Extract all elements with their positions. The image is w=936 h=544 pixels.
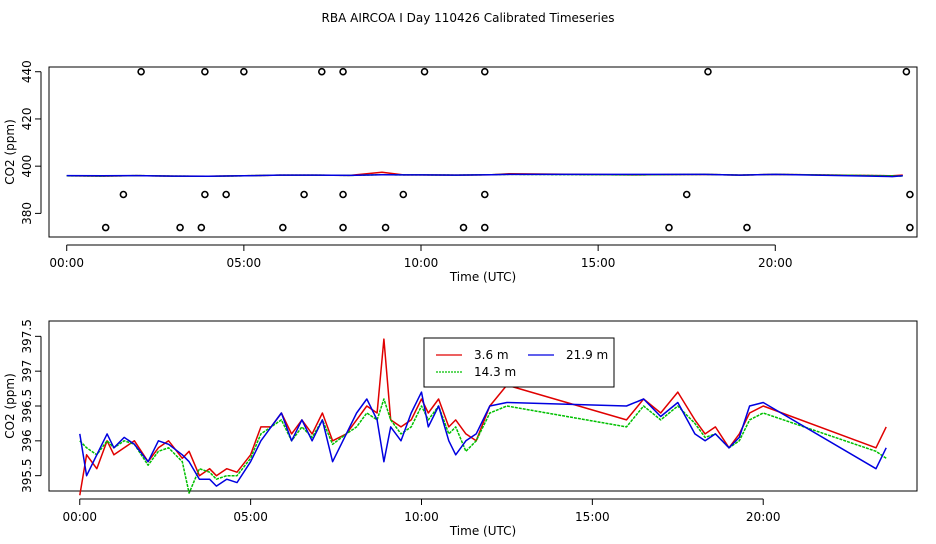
series-line-3-6-m — [79, 338, 887, 496]
flag-marker — [317, 67, 326, 76]
flag-marker — [459, 223, 468, 232]
flag-marker — [176, 223, 184, 232]
flag-marker — [339, 190, 347, 199]
flag-marker — [119, 190, 128, 199]
flag-marker — [399, 190, 408, 199]
y-tick-label: 420 — [20, 107, 34, 130]
x-tick-label: 00:00 — [62, 510, 97, 524]
legend-label-14-3m: 14.3 m — [474, 365, 516, 379]
x-tick-label: 05:00 — [233, 510, 268, 524]
panel-bottom-xlabel: Time (UTC) — [449, 524, 516, 538]
flag-marker — [101, 223, 110, 232]
x-tick-label: 15:00 — [581, 256, 616, 270]
flag-marker — [480, 223, 489, 232]
flag-marker — [665, 223, 673, 232]
x-tick-label: 15:00 — [575, 510, 610, 524]
flag-marker — [339, 67, 347, 76]
x-tick-label: 00:00 — [49, 256, 84, 270]
flag-marker — [201, 190, 209, 199]
y-tick-label: 396.5 — [20, 389, 34, 423]
flag-marker — [420, 67, 429, 76]
y-tick-label: 400 — [20, 155, 34, 178]
panel-bottom-series — [79, 338, 887, 496]
flag-marker — [197, 223, 206, 232]
flag-marker — [906, 223, 914, 232]
series-line-21-9-m — [79, 391, 887, 487]
panel-bottom-y-axis: 395.5 396 396.5 397 397.5 — [20, 319, 42, 493]
panel-top-ylabel: CO2 (ppm) — [3, 119, 17, 185]
y-tick-label: 380 — [20, 202, 34, 225]
legend: 3.6 m 14.3 m 21.9 m — [423, 337, 615, 388]
x-tick-label: 10:00 — [404, 510, 439, 524]
series-line-21-9-m — [66, 173, 903, 178]
flag-marker — [339, 223, 347, 232]
panel-top-flag-markers — [101, 67, 914, 232]
flag-marker — [480, 190, 489, 199]
figure-title: RBA AIRCOA I Day 110426 Calibrated Times… — [322, 11, 615, 25]
legend-label-21-9m: 21.9 m — [566, 348, 608, 362]
x-tick-label: 20:00 — [746, 510, 781, 524]
y-tick-label: 440 — [20, 60, 34, 83]
flag-marker — [279, 223, 287, 232]
y-tick-label: 395.5 — [20, 458, 34, 492]
panel-bottom-x-axis: 00:00 05:00 10:00 15:00 20:00 — [62, 498, 781, 524]
flag-marker — [201, 67, 209, 76]
legend-label-3-6m: 3.6 m — [474, 348, 509, 362]
panel-top: 00:00 05:00 10:00 15:00 20:00 380 400 420 440 T… — [3, 60, 918, 284]
flag-marker — [222, 190, 230, 199]
y-tick-label: 397 — [20, 360, 34, 383]
panel-top-xlabel: Time (UTC) — [449, 270, 516, 284]
y-tick-label: 397.5 — [20, 319, 34, 353]
panel-top-frame — [48, 66, 918, 238]
panel-bottom-frame — [48, 320, 918, 492]
x-tick-label: 20:00 — [758, 256, 793, 270]
panel-top-x-axis: 00:00 05:00 10:00 15:00 20:00 — [49, 244, 793, 270]
x-tick-label: 05:00 — [227, 256, 262, 270]
x-tick-label: 10:00 — [404, 256, 439, 270]
flag-marker — [906, 190, 914, 199]
series-line-14-3-m — [79, 398, 887, 494]
flag-marker — [300, 190, 308, 199]
flag-marker — [743, 223, 751, 232]
flag-marker — [682, 190, 691, 199]
panel-top-y-axis: 380 400 420 440 — [20, 60, 42, 225]
panel-top-series — [66, 171, 903, 178]
y-tick-label: 396 — [20, 429, 34, 452]
panel-bottom: 00:00 05:00 10:00 15:00 20:00 395.5396396.53… — [3, 319, 918, 538]
flag-marker — [704, 67, 712, 76]
legend-box — [423, 337, 615, 388]
flag-marker — [381, 223, 390, 232]
flag-marker — [480, 67, 489, 76]
flag-marker — [240, 67, 248, 76]
flag-marker — [902, 67, 911, 76]
panel-bottom-ylabel: CO2 (ppm) — [3, 373, 17, 439]
flag-marker — [137, 67, 145, 76]
